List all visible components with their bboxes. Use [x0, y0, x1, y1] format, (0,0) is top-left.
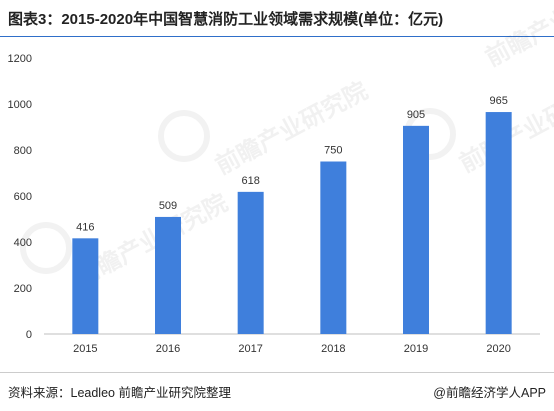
bar [320, 161, 347, 334]
y-tick-label: 400 [14, 237, 32, 249]
bar-data-label: 965 [489, 95, 507, 107]
y-tick-label: 1000 [8, 99, 32, 111]
y-tick-label: 200 [14, 283, 32, 295]
credit-note: @前瞻经济学人APP [433, 386, 546, 400]
source-note: 资料来源：Leadleo 前瞻产业研究院整理 [8, 386, 231, 400]
y-tick-label: 800 [14, 145, 32, 157]
footer-divider [0, 372, 554, 373]
x-tick-label: 2016 [156, 343, 180, 355]
bar [72, 238, 99, 334]
x-tick-label: 2015 [73, 343, 97, 355]
x-tick-label: 2019 [404, 343, 428, 355]
bar [485, 112, 512, 334]
y-tick-label: 0 [26, 329, 32, 341]
bar [237, 191, 264, 334]
x-tick-label: 2020 [486, 343, 510, 355]
chart-title: 图表3：2015-2020年中国智慧消防工业领域需求规模(单位：亿元) [8, 11, 444, 28]
bar-data-label: 750 [324, 145, 342, 157]
x-tick-label: 2017 [238, 343, 262, 355]
title-divider [0, 36, 554, 37]
bar [403, 125, 429, 334]
y-tick-label: 600 [14, 191, 32, 203]
bar [155, 216, 181, 334]
y-tick-label: 1200 [8, 53, 32, 65]
bar-data-label: 509 [159, 200, 177, 212]
bar-data-label: 416 [76, 221, 94, 233]
bar-data-label: 618 [241, 175, 259, 187]
bar-data-label: 905 [407, 109, 425, 121]
x-tick-label: 2018 [321, 343, 345, 355]
